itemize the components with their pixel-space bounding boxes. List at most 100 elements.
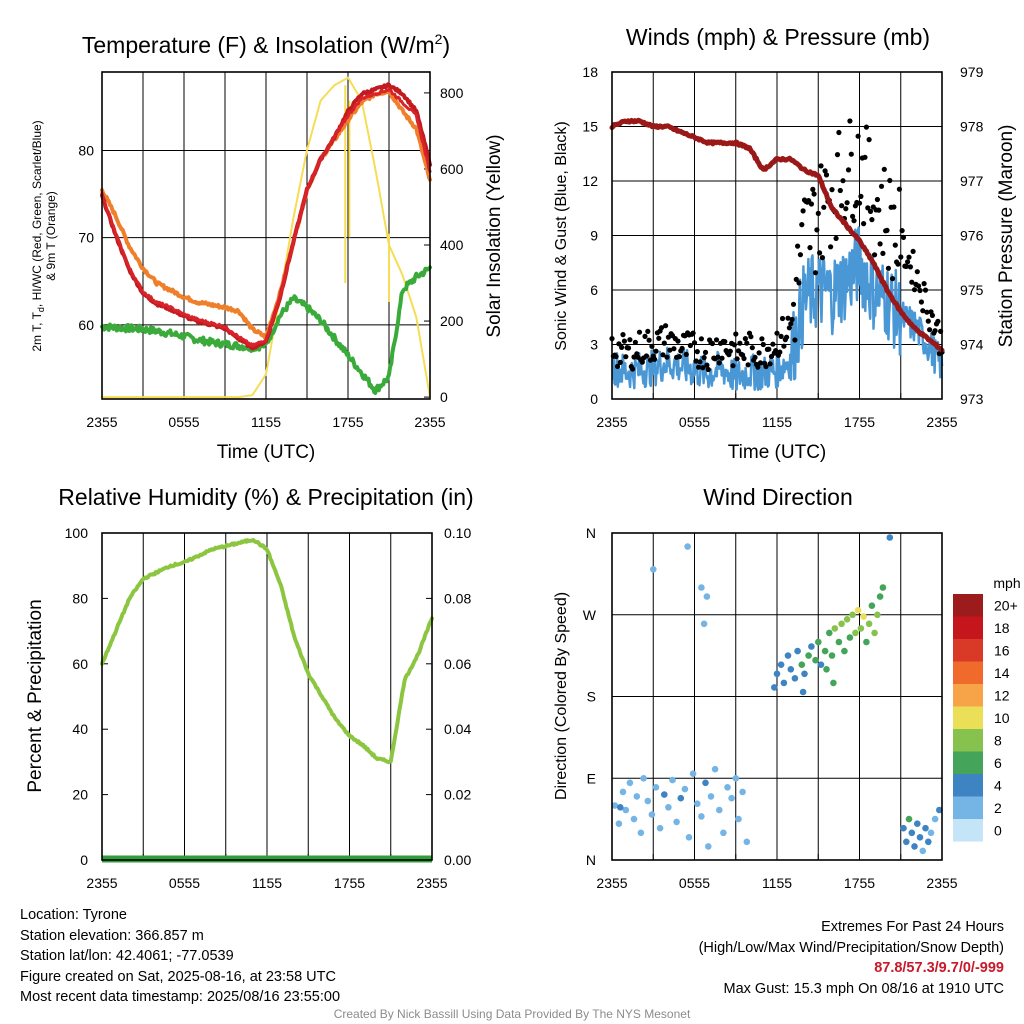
gust-dot [652, 356, 658, 362]
gust-dot [874, 196, 881, 203]
rh-right-tick-label: 0.00 [444, 852, 471, 868]
colorbar-label: 6 [994, 755, 1002, 771]
rh-ytick-label: 100 [65, 525, 89, 541]
wind-direction-point [661, 791, 668, 798]
gust-dot [748, 334, 754, 340]
wind-direction-point [698, 813, 705, 820]
wind-direction-point [900, 824, 907, 832]
wind-direction-point [728, 794, 735, 802]
dir-ytick-label: N [586, 852, 596, 868]
gust-dot [613, 353, 619, 360]
ylabel-part: , HI/WC (Red, Green, Scarlet/Blue) [30, 120, 44, 307]
gust-dot [881, 166, 887, 172]
gust-dot [822, 168, 828, 174]
gust-dot [757, 360, 764, 366]
wind-direction-point [916, 834, 924, 841]
gust-dot [679, 345, 685, 351]
temp-chart-title: Temperature (F) & Insolation (W/m2) [82, 31, 450, 58]
gust-dot [795, 243, 801, 249]
wind-direction-point [794, 647, 801, 655]
wind-direction-point [689, 770, 697, 777]
temp-right-tick-label: 800 [440, 85, 464, 101]
wind-direction-point [743, 838, 751, 846]
temp-line [100, 87, 432, 348]
gust-dot [756, 350, 762, 356]
wind-direction-point [703, 593, 711, 600]
wind-ytick-label: 0 [590, 391, 598, 407]
gust-dot [927, 327, 933, 333]
gust-dot [866, 137, 872, 143]
gust-dot [808, 201, 815, 207]
gust-dot [817, 250, 823, 256]
gust-dot [935, 318, 941, 324]
ylabel-part: & 9m T (Orange) [44, 191, 58, 281]
temp-ytick-label: 60 [78, 317, 94, 333]
gust-dot [715, 354, 721, 360]
wind-xtick-label: 1155 [762, 414, 792, 430]
gust-dot [836, 129, 842, 136]
gust-dot [884, 227, 890, 233]
gust-dot [837, 187, 843, 194]
wind-direction-point [812, 656, 819, 664]
gust-dot [818, 163, 824, 169]
wind-direction-point [622, 806, 630, 814]
gust-dot [823, 172, 830, 178]
colorbar-label: 0 [994, 822, 1002, 838]
gust-dot [687, 342, 694, 349]
wind-direction-point [619, 788, 627, 796]
gust-dot [788, 321, 794, 327]
wind-direction-point [698, 584, 705, 591]
wind-right-ylabel: Station Pressure (Maroon) [996, 125, 1017, 348]
colorbar-label: 18 [994, 620, 1010, 636]
title-superscript: 2 [435, 31, 443, 47]
wind-direction-point [720, 829, 727, 837]
solar-line [101, 76, 431, 399]
wind-direction-point [648, 811, 656, 818]
wind-direction-point [843, 616, 851, 623]
gust-dot [661, 340, 667, 346]
wind-direction-point [617, 804, 624, 811]
wind-direction-point [652, 784, 660, 791]
wind-direction-point [871, 629, 878, 637]
gust-dot [709, 340, 716, 347]
gust-dot [797, 252, 804, 258]
gust-dot [865, 205, 871, 211]
gust-dot [745, 362, 751, 368]
dir-xtick-label: 1755 [844, 875, 875, 891]
dir-xtick-label: 1155 [762, 875, 792, 891]
wind-right-tick-label: 976 [960, 228, 984, 244]
wind-speed-colorbar: mph 20+ 18 16 14 12 10 8 6 4 2 0 [953, 575, 1021, 842]
rh-xtick-label: 2355 [86, 875, 117, 891]
gust-dot [779, 315, 786, 322]
rh-right-tick-label: 0.10 [444, 525, 471, 541]
gust-dot [658, 325, 665, 331]
gust-dot [741, 355, 747, 362]
rh-xtick-label: 1755 [334, 875, 365, 891]
gust-dot [914, 269, 920, 275]
gust-dot [807, 245, 813, 251]
gust-dot [811, 191, 817, 197]
colorbar-label: 4 [994, 777, 1002, 793]
gust-dot [742, 336, 749, 342]
colorbar-swatch [953, 594, 983, 617]
gust-dot [749, 345, 755, 351]
colorbar-label: 20+ [994, 597, 1018, 613]
gust-dot [693, 358, 699, 364]
figure-created: Figure created on Sat, 2025-08-16, at 23… [20, 968, 336, 985]
gust-dot [885, 265, 892, 271]
gust-dot [922, 287, 929, 293]
dir-ytick-label: W [583, 607, 597, 623]
gust-dot [891, 204, 897, 210]
dir-xtick-label: 2355 [596, 875, 627, 891]
wind-right-tick-label: 977 [960, 173, 984, 189]
gust-dot [691, 340, 698, 346]
wind-direction-point [677, 794, 685, 802]
gust-dot [719, 355, 725, 361]
temp-xtick-label: 2355 [86, 414, 117, 430]
wind-direction-point [784, 652, 792, 659]
gust-dot [649, 343, 655, 349]
temp-ytick-label: 70 [78, 230, 94, 246]
wind-direction-point [801, 670, 808, 678]
gust-dot [876, 207, 882, 213]
gust-dot [660, 352, 666, 358]
